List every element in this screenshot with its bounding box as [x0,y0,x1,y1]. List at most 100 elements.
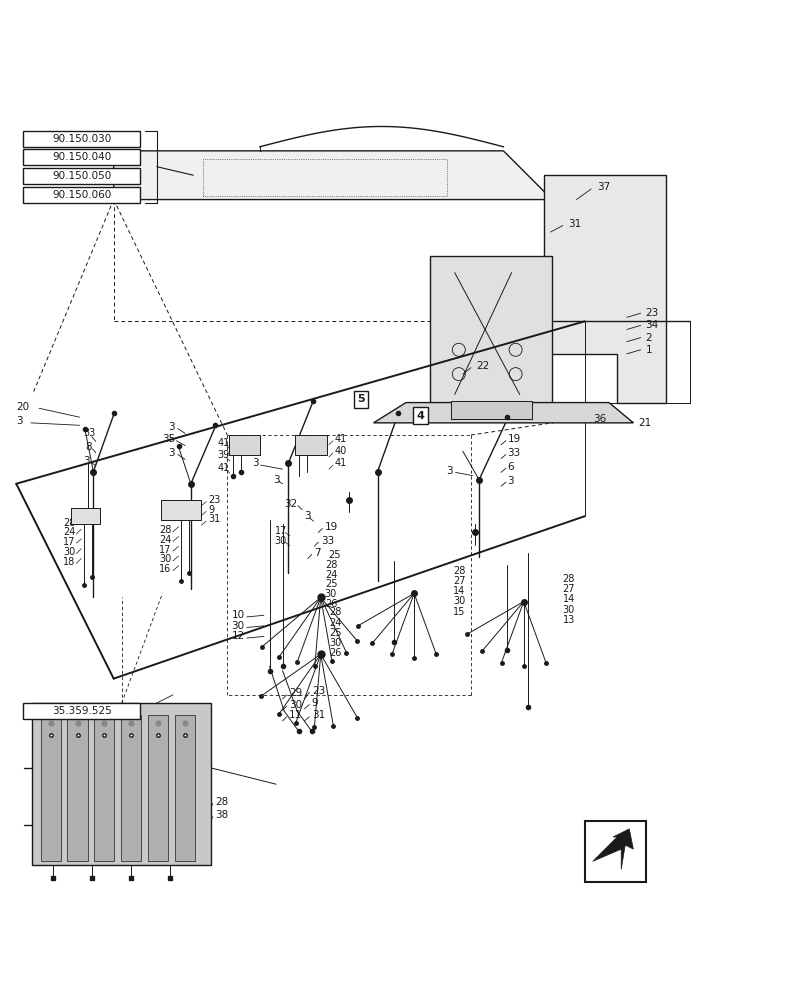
Bar [23,168,140,184]
Text: 12: 12 [231,631,244,641]
Text: 7: 7 [314,548,320,558]
Text: 30: 30 [159,554,171,564]
Text: 17: 17 [274,526,286,536]
Text: 28: 28 [159,525,171,535]
Polygon shape [294,435,327,455]
Text: 14: 14 [453,586,465,596]
Text: 29: 29 [289,688,302,698]
Text: 90.150.030: 90.150.030 [52,134,111,144]
Text: 30: 30 [289,700,302,710]
Text: 33: 33 [320,536,333,546]
Text: 23: 23 [208,495,221,505]
Text: 19: 19 [507,434,520,444]
Text: 41: 41 [217,463,230,473]
Text: 24: 24 [63,527,75,537]
Text: 17: 17 [159,545,171,555]
Text: 10: 10 [231,610,244,620]
Text: 30: 30 [453,596,465,606]
Polygon shape [161,500,201,520]
Text: 24: 24 [329,618,341,628]
Text: 30: 30 [63,547,75,557]
Polygon shape [430,256,551,403]
Text: 34: 34 [645,320,658,330]
Text: 2: 2 [645,333,651,343]
Text: 3: 3 [303,511,310,521]
Polygon shape [71,508,100,524]
Text: 41: 41 [217,438,230,448]
Polygon shape [543,175,665,403]
Text: 14: 14 [562,594,574,604]
Text: 25: 25 [329,628,341,638]
Text: 28: 28 [562,574,574,584]
Text: 35: 35 [162,434,175,444]
Text: 3: 3 [446,466,453,476]
Text: 3: 3 [168,448,174,458]
Text: 90.150.050: 90.150.050 [52,171,111,181]
Bar [67,715,88,861]
Text: 33: 33 [507,448,520,458]
Text: 24: 24 [324,570,337,580]
Text: 30: 30 [274,536,286,546]
Text: 6: 6 [507,462,513,472]
Bar [23,149,140,165]
Text: 36: 36 [592,414,605,424]
Text: 23: 23 [311,686,324,696]
Bar [121,715,141,861]
Text: 3: 3 [251,458,258,468]
Text: 28: 28 [63,518,75,528]
Text: 90.150.060: 90.150.060 [52,190,111,200]
Text: 33: 33 [83,428,95,438]
Text: 30: 30 [231,621,244,631]
Text: 31: 31 [311,710,324,720]
Text: 20: 20 [16,402,29,412]
Text: 3: 3 [16,416,23,426]
Text: 28: 28 [215,797,228,807]
Text: 32: 32 [284,499,297,509]
Text: 21: 21 [637,418,650,428]
Bar [174,715,195,861]
Text: 9: 9 [311,698,318,708]
Text: 31: 31 [568,219,581,229]
Text: 11: 11 [289,710,302,720]
Bar [203,159,446,196]
Text: 26: 26 [329,648,341,658]
Bar [32,703,211,865]
Text: 41: 41 [334,458,346,468]
Text: 30: 30 [329,638,341,648]
Text: 37: 37 [596,182,609,192]
Text: 35.359.525: 35.359.525 [52,706,111,716]
Text: 40: 40 [334,446,346,456]
Text: 17: 17 [63,537,75,547]
Text: 1: 1 [645,345,651,355]
Text: 9: 9 [208,505,215,515]
Polygon shape [229,435,260,455]
Text: 3: 3 [168,422,174,432]
Text: 4: 4 [416,411,424,421]
Text: 30: 30 [324,589,337,599]
Text: 27: 27 [562,584,574,594]
Text: 30: 30 [562,605,574,615]
Text: 18: 18 [63,557,75,567]
Text: 28: 28 [324,560,337,570]
Text: 8: 8 [85,442,92,452]
Bar [41,715,61,861]
Polygon shape [592,829,633,869]
Bar [94,715,114,861]
Text: 25: 25 [328,550,340,560]
Text: 16: 16 [159,564,171,574]
Text: 15: 15 [453,607,465,617]
Text: 38: 38 [215,810,228,820]
Text: 22: 22 [476,361,489,371]
Text: 26: 26 [324,599,337,609]
Polygon shape [114,151,551,200]
Text: 28: 28 [453,566,465,576]
Bar [23,187,140,203]
Text: 3: 3 [507,476,513,486]
Bar [148,715,168,861]
Text: 41: 41 [334,434,346,444]
Polygon shape [373,403,633,423]
Text: 19: 19 [324,522,337,532]
Text: 3: 3 [272,475,279,485]
Text: 28: 28 [329,607,341,617]
Bar [584,821,645,882]
